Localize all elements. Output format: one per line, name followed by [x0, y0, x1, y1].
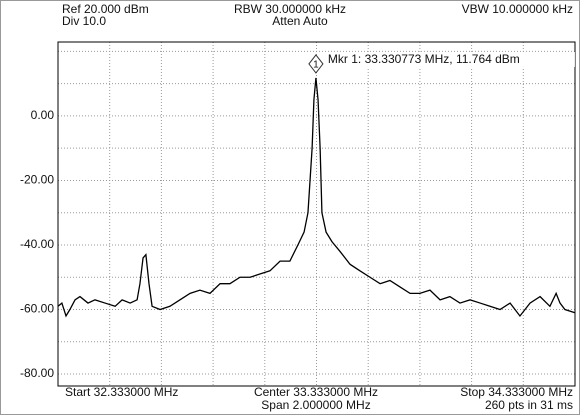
marker-diamond: [308, 54, 324, 74]
marker-number: 1: [313, 60, 319, 71]
div-scale: Div 10.0: [62, 14, 106, 28]
plot-border: [57, 41, 576, 387]
y-tick-label: -60.00: [20, 302, 54, 316]
marker-readout-bg: [326, 51, 575, 67]
ref-level: Ref 20.000 dBm: [62, 2, 149, 16]
start-freq: Start 32.333000 MHz: [65, 385, 178, 399]
atten: Atten Auto: [272, 14, 328, 28]
rbw: RBW 30.000000 kHz: [234, 2, 346, 16]
y-tick-label: -20.00: [20, 173, 54, 187]
span: Span 2.000000 MHz: [261, 398, 370, 412]
sweep-points: 260 pts in 31 ms: [485, 398, 573, 412]
y-tick-label: 0.00: [31, 108, 55, 122]
center-freq: Center 33.333000 MHz: [254, 385, 378, 399]
vbw: VBW 10.000000 kHz: [462, 2, 573, 16]
y-tick-label: -40.00: [20, 237, 54, 251]
y-tick-label: -80.00: [20, 366, 54, 380]
marker-readout: Mkr 1: 33.330773 MHz, 11.764 dBm: [328, 52, 520, 66]
stop-freq: Stop 34.333000 MHz: [460, 385, 573, 399]
trace: [57, 77, 576, 318]
